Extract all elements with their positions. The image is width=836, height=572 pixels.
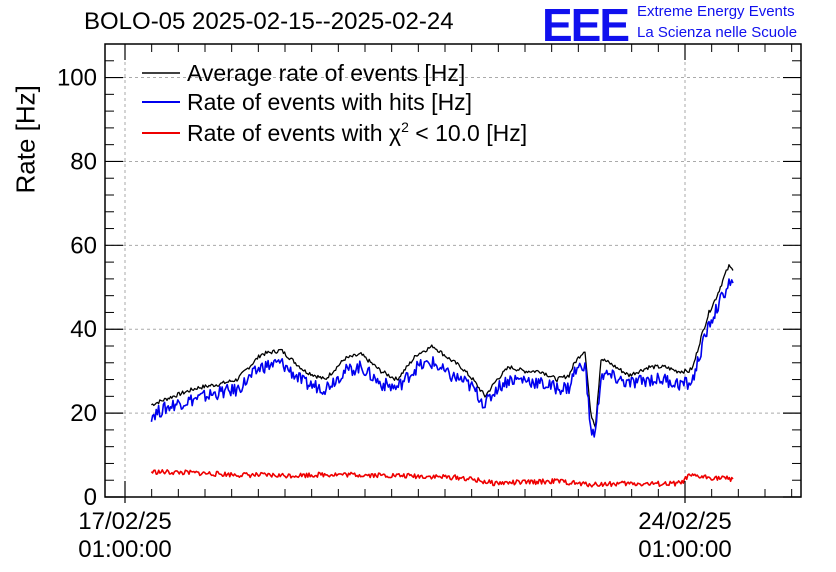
series-line-1 [150, 278, 734, 438]
y-tick-label: 100 [57, 65, 97, 92]
x-tick-label-date: 24/02/25 [638, 508, 731, 535]
logo-line-2: La Scienza nelle Scuole [637, 24, 798, 41]
x-tick-label-time: 01:00:00 [78, 536, 171, 563]
plot-frame [104, 43, 802, 498]
logo-line-1: Extreme Energy Events [637, 3, 795, 20]
series-line-0 [151, 264, 734, 428]
y-tick-label: 60 [70, 232, 97, 259]
x-tick-label-time: 01:00:00 [638, 536, 731, 563]
legend: Average rate of events [Hz] Rate of event… [142, 60, 527, 146]
y-tick-label: 40 [70, 316, 97, 343]
y-tick-label: 20 [70, 400, 97, 427]
y-tick-label: 80 [70, 148, 97, 175]
legend-entry: Rate of events with χ2 < 10.0 [Hz] [187, 119, 527, 146]
legend-entry: Rate of events with hits [Hz] [187, 89, 472, 115]
legend-entry: Average rate of events [Hz] [187, 60, 465, 86]
series-line-2 [150, 468, 734, 488]
y-tick-label: 0 [84, 484, 97, 511]
eee-logo: EEE [542, 0, 630, 51]
grid [105, 44, 801, 497]
chart-title: BOLO-05 2025-02-15--2025-02-24 [84, 8, 454, 35]
axis-ticks: 02040608010017/02/2501:00:0024/02/2501:0… [57, 43, 801, 563]
x-tick-label-date: 17/02/25 [78, 508, 171, 535]
series-group [150, 264, 734, 488]
